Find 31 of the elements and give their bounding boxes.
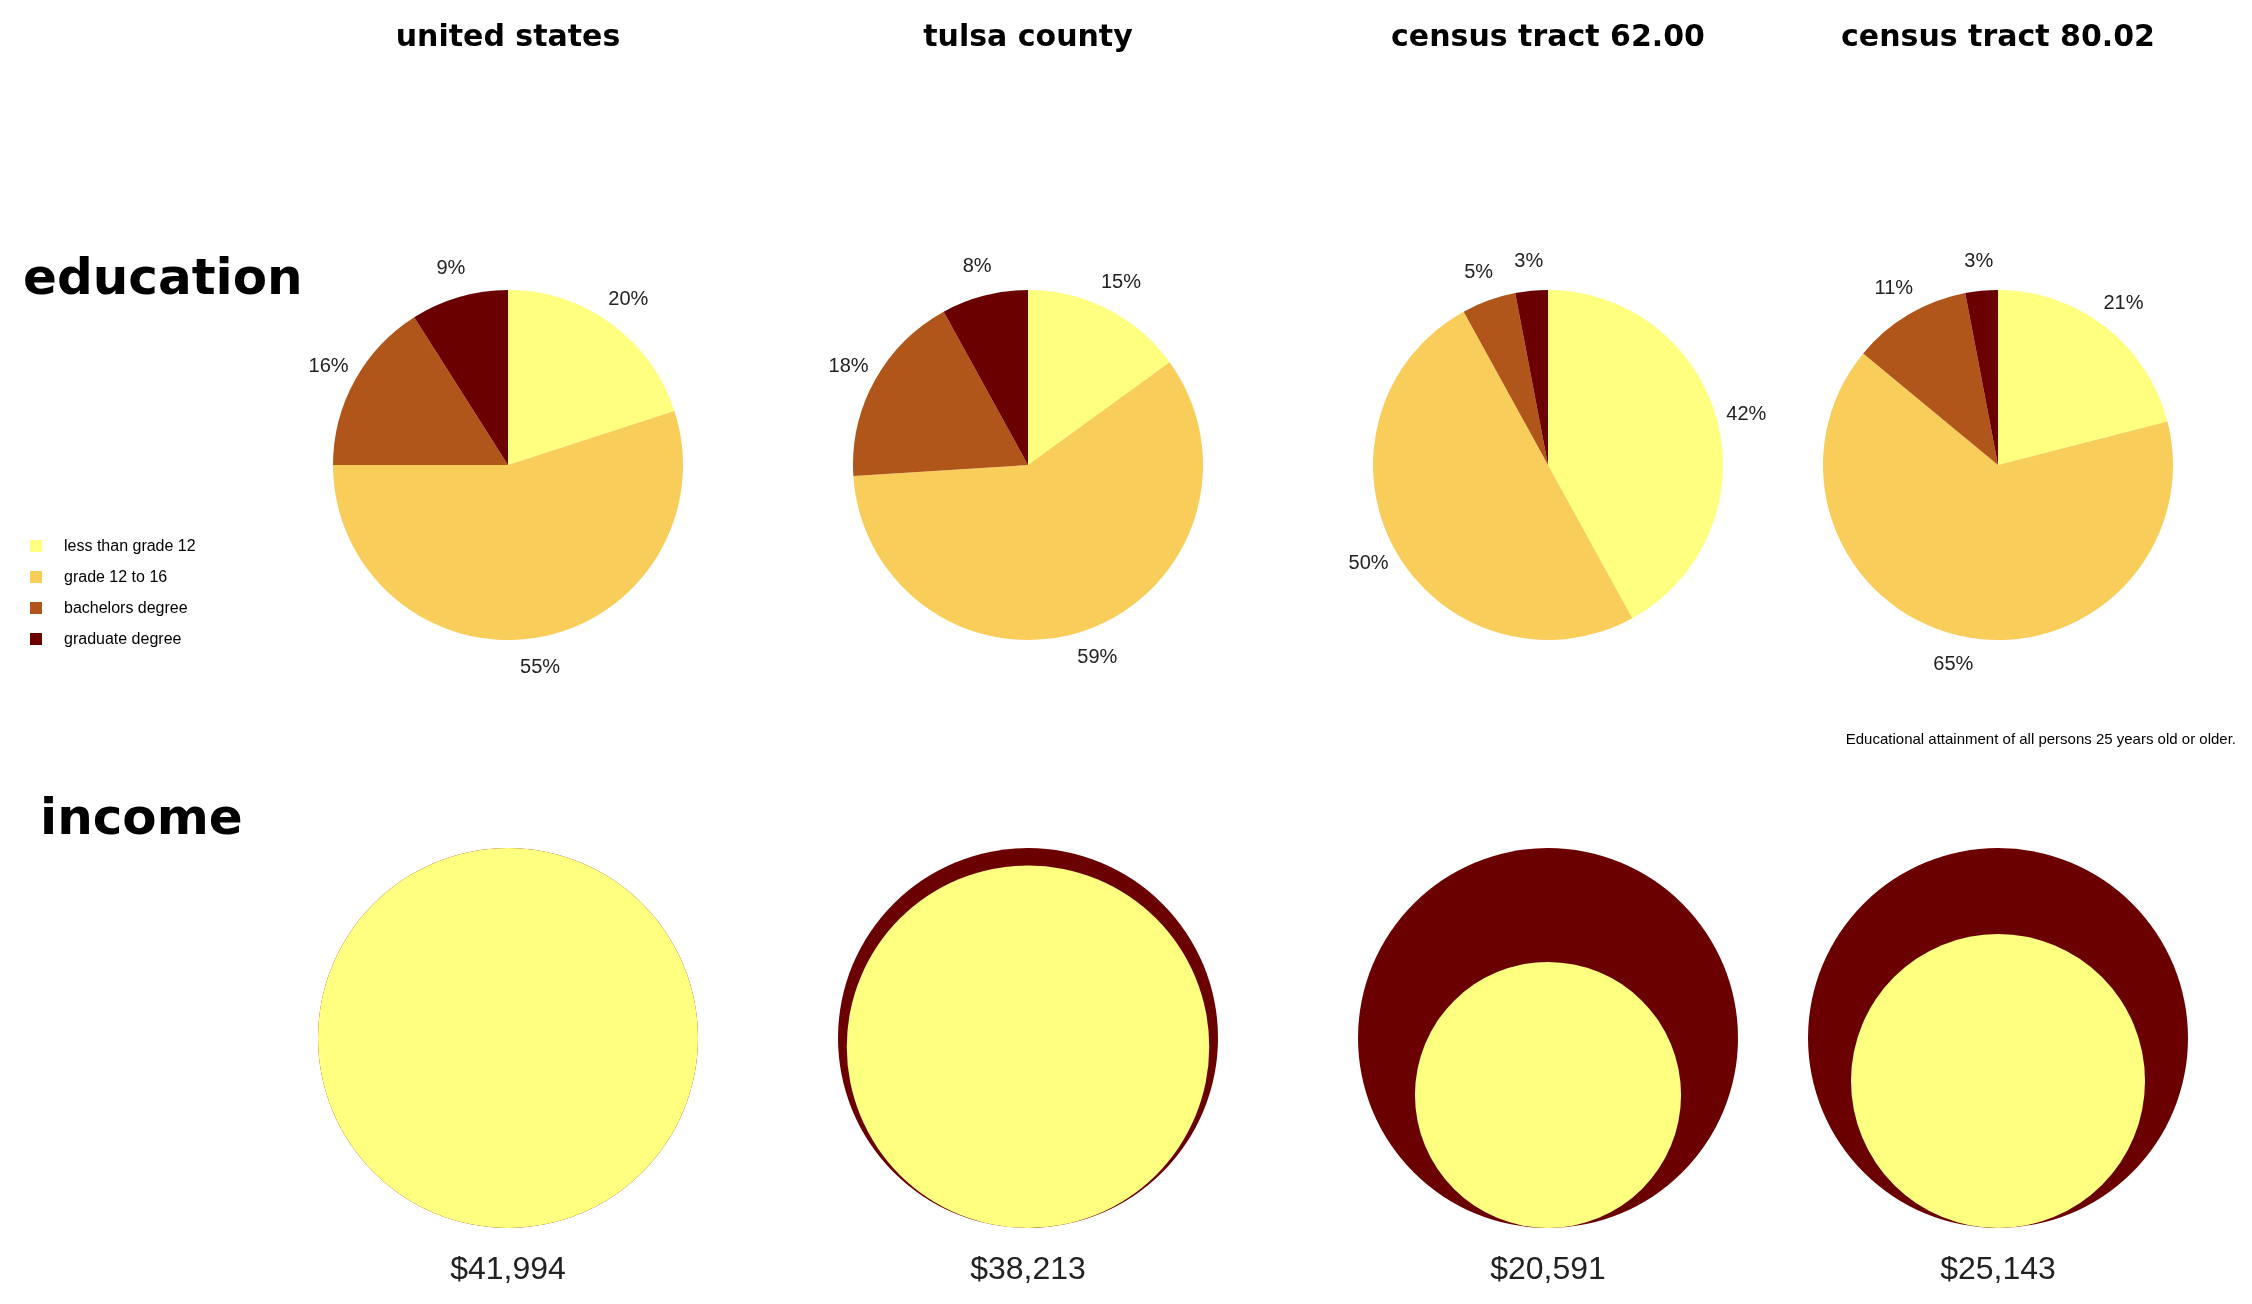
data-label: 3% bbox=[1514, 248, 1544, 271]
data-label: $38,213 bbox=[970, 1249, 1086, 1286]
data-label: 9% bbox=[436, 255, 466, 278]
data-label: $25,143 bbox=[1940, 1249, 2056, 1286]
legend-label: less than grade 12 bbox=[64, 536, 196, 555]
chart-title: united states bbox=[394, 18, 622, 53]
chart-title: census tract 80.02 bbox=[1840, 18, 2156, 53]
data-label: 3% bbox=[1964, 248, 1994, 271]
legend-label: bachelors degree bbox=[64, 598, 188, 617]
data-label: 18% bbox=[828, 353, 869, 376]
data-label: 8% bbox=[962, 254, 992, 277]
data-label: $20,591 bbox=[1490, 1249, 1606, 1286]
data-label: 55% bbox=[520, 654, 561, 677]
legend-label: graduate degree bbox=[64, 629, 182, 648]
data-label: $41,994 bbox=[450, 1249, 566, 1286]
data-label: 16% bbox=[308, 353, 349, 376]
legend-label: grade 12 to 16 bbox=[64, 567, 168, 586]
data-label: 20% bbox=[608, 286, 649, 309]
text: Educational attainment of all persons 25 years old or older. bbox=[1845, 730, 2236, 747]
data-label: 21% bbox=[2103, 290, 2144, 313]
chart-title: tulsa county bbox=[922, 18, 1134, 53]
data-label: 42% bbox=[1726, 401, 1767, 424]
chart-title: census tract 62.00 bbox=[1390, 18, 1706, 53]
data-label: 65% bbox=[1933, 652, 1974, 675]
data-label: 59% bbox=[1077, 645, 1118, 668]
data-label: 15% bbox=[1100, 270, 1142, 293]
data-label: 50% bbox=[1348, 551, 1389, 574]
text: education bbox=[23, 248, 303, 306]
data-label: 11% bbox=[1874, 276, 1914, 299]
data-label: 5% bbox=[1464, 259, 1494, 282]
text: income bbox=[40, 788, 243, 846]
